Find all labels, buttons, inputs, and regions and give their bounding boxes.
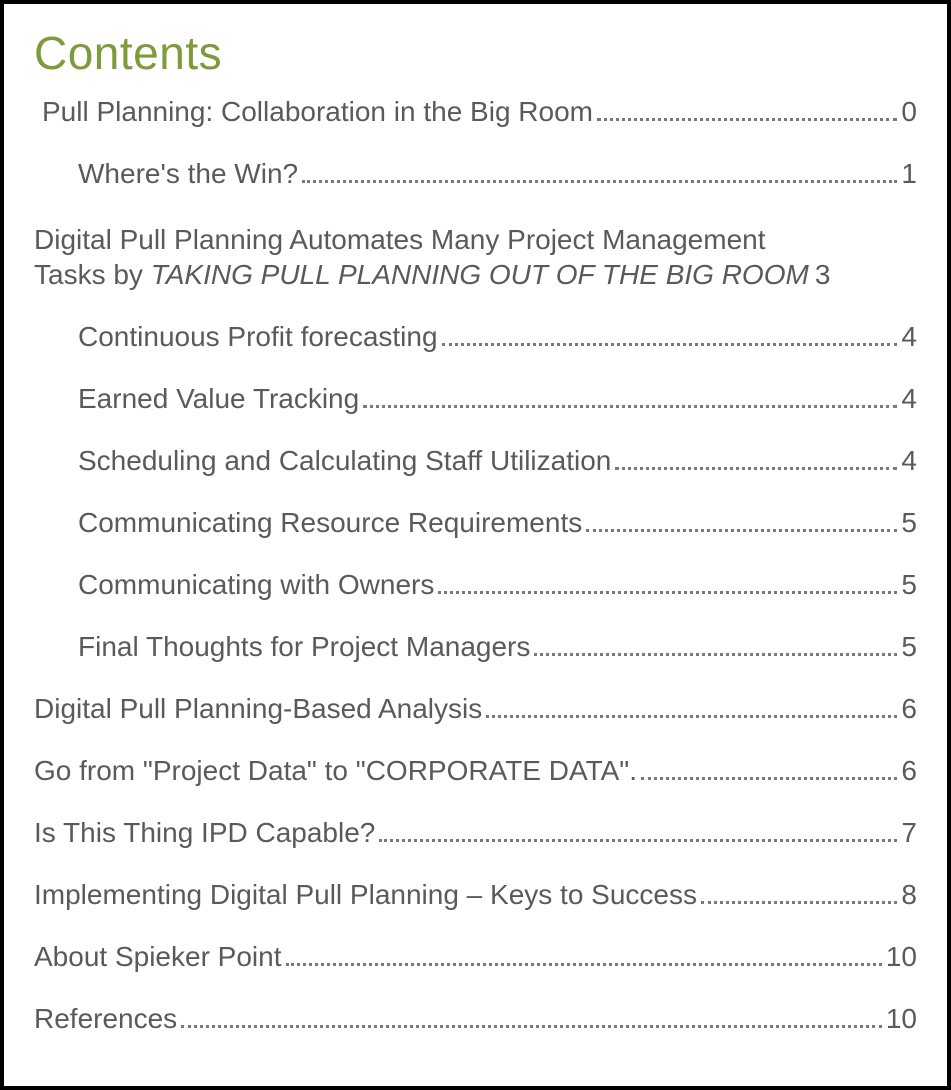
- toc-page-number: 0: [901, 96, 917, 128]
- toc-label-italic: TAKING PULL PLANNING OUT OF THE BIG ROOM: [151, 259, 809, 290]
- toc-label[interactable]: Earned Value Tracking: [78, 383, 359, 415]
- toc-label[interactable]: Where's the Win?: [78, 158, 298, 190]
- toc-entry: Communicating with Owners 5: [34, 569, 917, 601]
- toc-leader: [534, 653, 897, 656]
- page-border: Contents Pull Planning: Collaboration in…: [0, 0, 951, 1090]
- toc-entry: About Spieker Point 10: [34, 941, 917, 973]
- toc-page-number: 4: [901, 445, 917, 477]
- toc-entry: Earned Value Tracking 4: [34, 383, 917, 415]
- toc-leader: [701, 901, 897, 904]
- toc-leader: [286, 963, 882, 966]
- toc-page-number: 5: [901, 631, 917, 663]
- toc-entry: Where's the Win? 1: [34, 158, 917, 190]
- toc-label[interactable]: Communicating Resource Requirements: [78, 507, 582, 539]
- toc-leader: [641, 777, 897, 780]
- toc-page-number: 3: [815, 259, 831, 291]
- toc-entry: Go from "Project Data" to "CORPORATE DAT…: [34, 755, 917, 787]
- toc-page-number: 8: [901, 879, 917, 911]
- toc-page-number: 6: [901, 755, 917, 787]
- toc-entry: Digital Pull Planning-Based Analysis 6: [34, 693, 917, 725]
- toc-label[interactable]: References: [34, 1003, 177, 1035]
- toc-label[interactable]: Tasks by TAKING PULL PLANNING OUT OF THE…: [34, 259, 809, 291]
- toc-entry: Implementing Digital Pull Planning – Key…: [34, 879, 917, 911]
- toc-label[interactable]: Digital Pull Planning-Based Analysis: [34, 693, 482, 725]
- toc-entry: References 10: [34, 1003, 917, 1035]
- toc-label-part: Tasks by: [34, 259, 151, 290]
- toc-label[interactable]: Communicating with Owners: [78, 569, 434, 601]
- toc-label[interactable]: About Spieker Point: [34, 941, 282, 973]
- toc-leader: [442, 343, 898, 346]
- toc-entry: Is This Thing IPD Capable? 7: [34, 817, 917, 849]
- toc-entry: Communicating Resource Requirements 5: [34, 507, 917, 539]
- toc-page-number: 4: [901, 383, 917, 415]
- toc-page-number: 5: [901, 569, 917, 601]
- toc-page-number: 1: [901, 158, 917, 190]
- toc-leader: [363, 405, 897, 408]
- toc-leader: [181, 1025, 882, 1028]
- toc-page-number: 10: [886, 1003, 917, 1035]
- toc-leader: [302, 180, 897, 183]
- toc-page-number: 4: [901, 321, 917, 353]
- toc-page-number: 5: [901, 507, 917, 539]
- toc-label[interactable]: Implementing Digital Pull Planning – Key…: [34, 879, 697, 911]
- toc-leader: [597, 118, 897, 121]
- toc-label[interactable]: Go from "Project Data" to "CORPORATE DAT…: [34, 755, 637, 787]
- toc-entry-multiline: Digital Pull Planning Automates Many Pro…: [34, 220, 917, 291]
- toc-entry: Final Thoughts for Project Managers 5: [34, 631, 917, 663]
- toc-label[interactable]: Is This Thing IPD Capable?: [34, 817, 375, 849]
- toc-leader: [379, 839, 897, 842]
- toc-entry: Scheduling and Calculating Staff Utiliza…: [34, 445, 917, 477]
- toc-entry: Pull Planning: Collaboration in the Big …: [34, 96, 917, 128]
- toc-leader: [486, 715, 897, 718]
- toc-label[interactable]: Pull Planning: Collaboration in the Big …: [42, 96, 593, 128]
- toc-leader: [615, 467, 897, 470]
- contents-heading: Contents: [34, 26, 917, 80]
- toc-leader: [438, 591, 897, 594]
- toc-label[interactable]: Continuous Profit forecasting: [78, 321, 438, 353]
- toc-page-number: 7: [901, 817, 917, 849]
- toc-leader: [586, 529, 897, 532]
- toc-label[interactable]: Final Thoughts for Project Managers: [78, 631, 530, 663]
- toc-label[interactable]: Scheduling and Calculating Staff Utiliza…: [78, 445, 611, 477]
- toc-page-number: 6: [901, 693, 917, 725]
- toc-page-number: 10: [886, 941, 917, 973]
- toc-label[interactable]: Digital Pull Planning Automates Many Pro…: [34, 220, 917, 259]
- toc-entry: Continuous Profit forecasting 4: [34, 321, 917, 353]
- table-of-contents: Pull Planning: Collaboration in the Big …: [34, 96, 917, 1035]
